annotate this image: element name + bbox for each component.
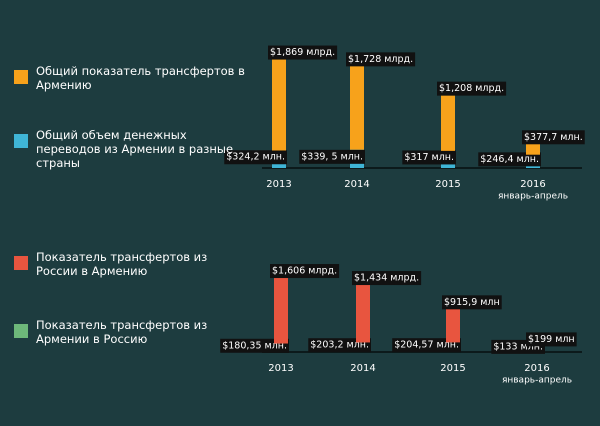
- value-label-bg: [270, 264, 340, 279]
- value-label: $1,606 млрд.: [272, 266, 337, 277]
- value-label: $1,434 млрд.: [354, 273, 419, 284]
- bar: [350, 56, 364, 150]
- value-label: $203,2 млн.: [310, 340, 369, 351]
- x-tick-label: 2014: [350, 363, 375, 374]
- x-tick-label: 2014: [344, 179, 369, 190]
- legend-swatch: [14, 256, 28, 270]
- value-label-bg: [299, 149, 365, 164]
- bar: [274, 268, 288, 344]
- value-label-bg: [437, 81, 507, 96]
- x-tick-label: 2015: [435, 179, 460, 190]
- value-label-bg: [268, 45, 338, 60]
- x-tick-label: 2013: [266, 179, 291, 190]
- value-label-bg: [442, 295, 502, 310]
- value-label-bg: [346, 52, 416, 67]
- bar: [356, 275, 370, 343]
- bar: [272, 49, 286, 151]
- value-label: $133 млн.: [493, 341, 543, 352]
- value-label-bg: [224, 150, 287, 165]
- value-label: $180,35 млн.: [222, 340, 287, 351]
- legend-swatch: [14, 134, 28, 148]
- value-label-bg: [478, 152, 541, 167]
- value-label: $246,4 млн.: [480, 154, 539, 165]
- legend-swatch: [14, 324, 28, 338]
- value-label: $377,7 млн.: [524, 132, 583, 143]
- value-label: $915,9 млн: [444, 297, 500, 308]
- value-label: $339, 5 млн.: [301, 151, 363, 162]
- x-tick-label: 2016: [520, 179, 545, 190]
- value-label: $199 млн: [528, 334, 575, 345]
- value-label-bg: [392, 338, 461, 353]
- x-tick-label: 2015: [440, 363, 465, 374]
- value-label: $204,57 млн.: [394, 340, 459, 351]
- legend-label: Показатель трансфертов из России в Армен…: [36, 250, 208, 278]
- x-tick-label: 2016: [524, 363, 549, 374]
- value-label: $1,208 млрд.: [439, 83, 504, 94]
- legend-label: Общий показатель трансфертов в Армению: [36, 64, 245, 92]
- legend-swatch: [14, 70, 28, 84]
- x-tick-note: январь-апрель: [498, 192, 568, 202]
- legend-label: Показатель трансфертов из Армении в Росс…: [36, 318, 208, 346]
- bar: [446, 299, 460, 343]
- bar: [441, 85, 455, 151]
- value-label-bg: [522, 130, 585, 145]
- value-label-bg: [402, 150, 456, 165]
- legend-label: Общий объем денежных переводов из Армени…: [36, 128, 234, 170]
- value-label: $317 млн.: [404, 152, 454, 163]
- value-label: $324,2 млн.: [226, 152, 285, 163]
- x-tick-label: 2013: [268, 363, 293, 374]
- value-label-bg: [220, 338, 289, 353]
- value-label-bg: [352, 271, 422, 286]
- value-label-bg: [308, 338, 371, 353]
- value-label: $1,728 млрд.: [348, 54, 413, 65]
- value-label-bg: [526, 332, 577, 347]
- x-tick-note: январь-апрель: [502, 376, 572, 386]
- value-label: $1,869 млрд.: [270, 47, 335, 58]
